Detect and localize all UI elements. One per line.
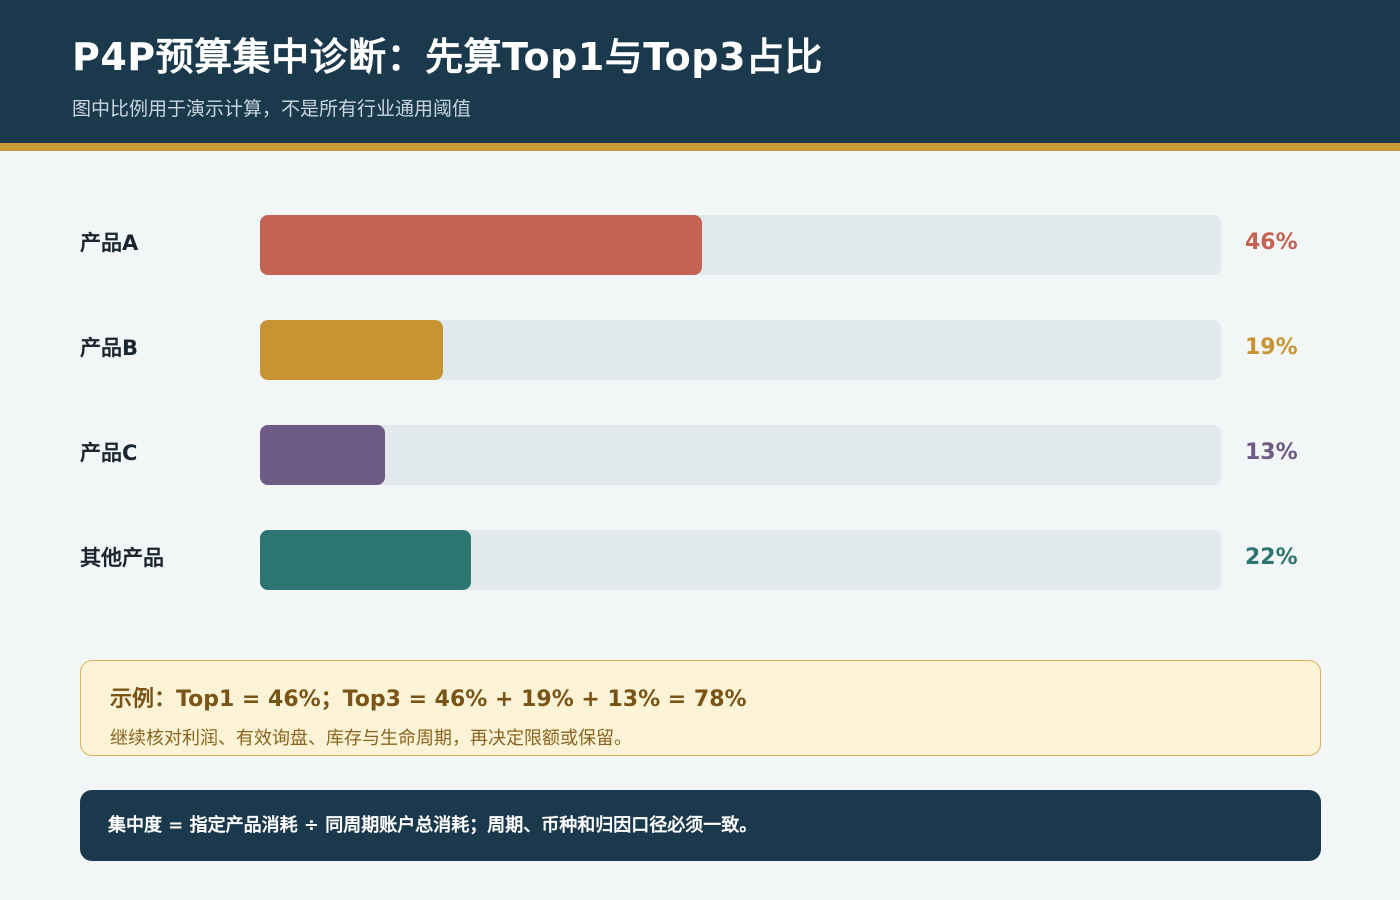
bar-value-label: 22% — [1245, 545, 1298, 570]
bar-fill — [260, 215, 702, 275]
bar-value-label: 13% — [1245, 440, 1298, 465]
bar-track — [260, 215, 1221, 275]
bar-fill — [260, 530, 471, 590]
page-subtitle: 图中比例用于演示计算，不是所有行业通用阈值 — [72, 98, 472, 120]
example-title: 示例：Top1 = 46%；Top3 = 46% + 19% + 13% = 7… — [110, 687, 747, 712]
bar-row: 产品A 46% — [0, 215, 1400, 275]
bar-value-label: 46% — [1245, 230, 1298, 255]
bar-category-label: 其他产品 — [80, 546, 164, 570]
bar-row: 其他产品 22% — [0, 530, 1400, 590]
example-callout: 示例：Top1 = 46%；Top3 = 46% + 19% + 13% = 7… — [80, 660, 1321, 756]
bar-fill — [260, 320, 443, 380]
header-banner: P4P预算集中诊断：先算Top1与Top3占比 图中比例用于演示计算，不是所有行… — [0, 0, 1400, 143]
bar-value-label: 19% — [1245, 335, 1298, 360]
bar-category-label: 产品C — [80, 441, 138, 465]
bar-fill — [260, 425, 385, 485]
bar-row: 产品C 13% — [0, 425, 1400, 485]
header-accent-bar — [0, 143, 1400, 151]
bar-track — [260, 320, 1221, 380]
bar-track — [260, 530, 1221, 590]
bar-category-label: 产品B — [80, 336, 139, 360]
bar-category-label: 产品A — [80, 231, 139, 255]
formula-footer: 集中度 = 指定产品消耗 ÷ 同周期账户总消耗；周期、币种和归因口径必须一致。 — [80, 790, 1321, 861]
bar-track — [260, 425, 1221, 485]
bar-row: 产品B 19% — [0, 320, 1400, 380]
page-title: P4P预算集中诊断：先算Top1与Top3占比 — [72, 35, 823, 79]
example-note: 继续核对利润、有效询盘、库存与生命周期，再决定限额或保留。 — [110, 728, 632, 749]
formula-text: 集中度 = 指定产品消耗 ÷ 同周期账户总消耗；周期、币种和归因口径必须一致。 — [108, 815, 758, 836]
concentration-bar-chart: 产品A 46% 产品B 19% 产品C 13% 其他产品 22% — [0, 151, 1400, 641]
